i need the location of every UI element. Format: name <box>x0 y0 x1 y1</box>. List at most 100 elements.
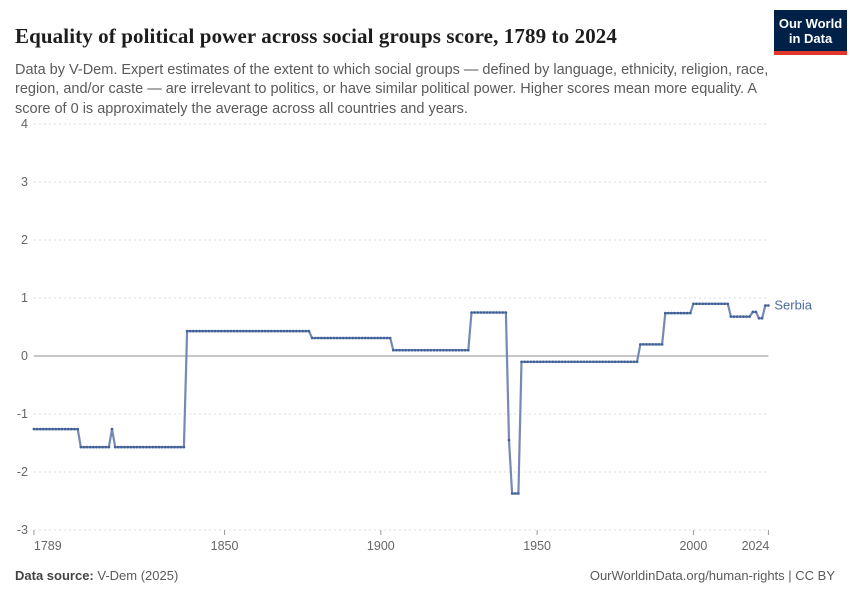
data-point <box>570 360 573 364</box>
data-point <box>263 329 267 333</box>
data-point <box>526 360 529 364</box>
data-point <box>48 427 51 431</box>
owid-logo[interactable]: Our World in Data <box>774 10 847 55</box>
data-point <box>448 348 451 352</box>
data-point <box>407 348 411 352</box>
data-point <box>495 311 498 314</box>
data-point <box>595 360 598 364</box>
data-point <box>35 427 39 431</box>
data-point <box>238 329 242 333</box>
data-point <box>739 315 742 318</box>
data-point <box>442 348 445 352</box>
data-point <box>720 302 723 306</box>
data-point <box>135 445 139 449</box>
data-point <box>476 311 480 314</box>
x-tick-label: 1850 <box>211 539 239 553</box>
data-point <box>45 427 48 431</box>
data-point <box>420 348 423 352</box>
data-point <box>63 427 67 431</box>
data-point <box>276 329 280 333</box>
data-point <box>301 329 305 333</box>
data-point <box>576 360 579 364</box>
data-point <box>145 445 148 449</box>
data-point <box>354 336 358 340</box>
data-point <box>157 445 161 449</box>
data-point <box>313 336 317 340</box>
data-point <box>32 427 36 431</box>
data-point <box>707 302 711 306</box>
data-point <box>601 360 604 364</box>
data-point <box>279 329 283 333</box>
data-point <box>426 348 430 352</box>
data-point <box>648 343 651 346</box>
data-point <box>148 445 151 449</box>
data-point <box>304 329 308 333</box>
data-point <box>563 360 567 364</box>
y-tick-label: 1 <box>21 291 28 305</box>
data-point <box>245 329 248 333</box>
data-point <box>701 302 705 306</box>
data-point <box>679 311 683 315</box>
x-tick-label: 1900 <box>367 539 395 553</box>
data-point <box>129 445 133 449</box>
data-point <box>110 427 114 431</box>
data-point <box>523 360 526 364</box>
data-point <box>604 360 608 364</box>
data-point <box>617 360 620 364</box>
data-point <box>723 302 726 306</box>
data-point <box>635 360 639 364</box>
data-point <box>38 427 42 431</box>
data-point <box>467 348 470 352</box>
y-tick-label: 4 <box>21 117 28 131</box>
data-point <box>654 343 658 346</box>
data-point <box>73 427 76 431</box>
data-point <box>70 427 73 431</box>
data-point <box>767 304 770 307</box>
data-point <box>363 336 367 340</box>
data-point <box>510 492 514 495</box>
data-point <box>588 360 592 364</box>
data-point <box>198 329 201 333</box>
data-point <box>401 348 405 352</box>
data-point <box>413 348 417 352</box>
data-point <box>160 445 164 449</box>
series-line-serbia <box>33 302 769 495</box>
data-point <box>538 360 542 364</box>
data-point <box>195 329 198 333</box>
data-point <box>76 427 79 431</box>
data-point <box>332 336 336 340</box>
credit-link[interactable]: OurWorldinData.org/human-rights | CC BY <box>589 568 835 583</box>
data-point <box>92 445 95 449</box>
data-point <box>664 311 667 315</box>
data-point <box>367 336 370 340</box>
data-point <box>507 438 511 442</box>
data-point <box>754 310 758 314</box>
data-point <box>751 310 755 314</box>
data-point <box>51 427 54 431</box>
data-point <box>104 445 108 449</box>
data-point <box>107 445 111 449</box>
data-point <box>382 336 386 340</box>
data-point <box>182 445 186 449</box>
data-point <box>67 427 70 431</box>
data-point <box>360 336 364 340</box>
data-point <box>757 317 761 320</box>
data-point <box>532 360 536 364</box>
data-point <box>123 445 126 449</box>
series-label-serbia[interactable]: Serbia <box>774 298 812 313</box>
data-point <box>445 348 448 352</box>
data-point <box>213 329 217 333</box>
data-point <box>651 343 655 346</box>
data-point <box>557 360 561 364</box>
data-point <box>692 302 695 306</box>
data-point <box>60 427 64 431</box>
data-point <box>632 360 636 364</box>
data-point <box>98 445 101 449</box>
data-point <box>579 360 583 364</box>
data-source-value: V-Dem (2025) <box>93 568 179 583</box>
data-point <box>398 348 401 352</box>
data-point <box>345 336 348 340</box>
data-point <box>429 348 433 352</box>
data-point <box>470 311 473 314</box>
